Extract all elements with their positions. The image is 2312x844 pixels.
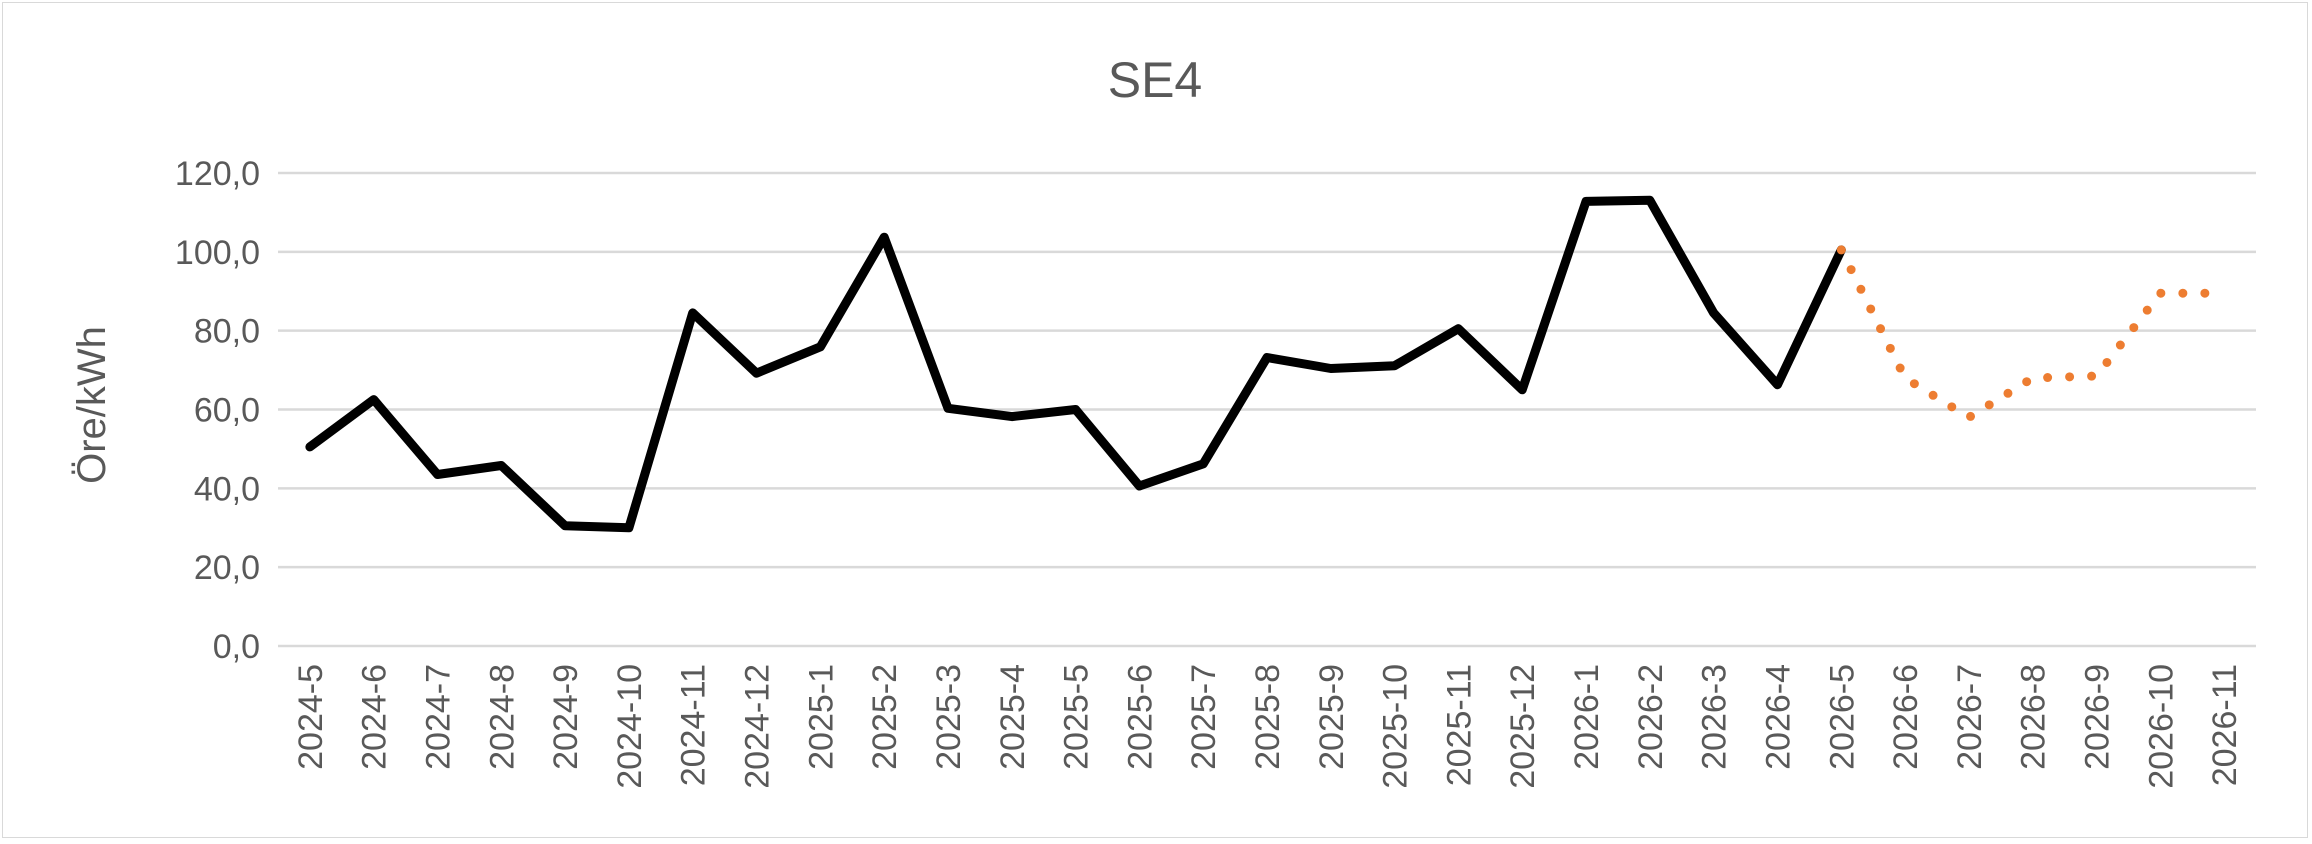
x-tick-label: 2024-9 [547, 664, 585, 770]
x-tick-label: 2026-3 [1696, 664, 1734, 770]
actual-series-line [305, 195, 1846, 533]
x-tick-label: 2026-7 [1951, 664, 1989, 770]
data-point [2222, 291, 2226, 295]
x-tick-label: 2024-12 [739, 664, 777, 789]
x-tick-label: 2025-12 [1504, 664, 1542, 789]
data-point [1201, 462, 1205, 466]
gridlines [278, 171, 2256, 648]
data-point [372, 398, 376, 402]
data-point [308, 445, 312, 449]
x-tick-label: 2024-8 [483, 664, 521, 770]
y-tick-label: 80,0 [194, 313, 260, 351]
data-point [1010, 415, 1014, 419]
x-tick-label: 2026-4 [1759, 664, 1797, 770]
data-point [1775, 383, 1779, 387]
x-tick-label: 2025-8 [1249, 664, 1287, 770]
data-point [1329, 367, 1333, 371]
series-layer [305, 195, 2229, 533]
y-axis-ticks: 0,0 20,0 40,0 60,0 80,0 100,0 120,0 [175, 155, 260, 666]
x-tick-label: 2024-7 [420, 664, 458, 770]
forecast-series-line [1836, 245, 2229, 422]
x-tick-label: 2025-3 [930, 664, 968, 770]
x-tick-label: 2024-11 [675, 664, 713, 786]
data-point [1265, 355, 1269, 359]
x-tick-label: 2026-10 [2142, 664, 2180, 789]
x-tick-label: 2025-5 [1058, 664, 1096, 770]
data-point [2094, 374, 2098, 378]
data-point [1903, 376, 1907, 380]
y-tick-label: 120,0 [175, 155, 260, 193]
y-tick-label: 40,0 [194, 470, 260, 508]
y-tick-label: 0,0 [213, 628, 260, 666]
x-tick-label: 2025-2 [866, 664, 904, 770]
data-point [1839, 248, 1843, 252]
x-tick-label: 2024-5 [292, 664, 330, 770]
x-tick-label: 2025-6 [1121, 664, 1159, 770]
data-point [1520, 388, 1524, 392]
y-tick-label: 20,0 [194, 549, 260, 587]
y-tick-label: 100,0 [175, 234, 260, 272]
x-tick-label: 2026-1 [1568, 664, 1606, 770]
data-point [627, 526, 631, 530]
y-axis-title: Öre/kWh [70, 326, 114, 484]
data-point [946, 406, 950, 410]
x-tick-label: 2025-1 [802, 664, 840, 770]
x-tick-label: 2026-2 [1632, 664, 1670, 770]
data-point [1584, 199, 1588, 203]
x-tick-label: 2025-9 [1313, 664, 1351, 770]
data-point [2158, 291, 2162, 295]
x-tick-label: 2026-5 [1823, 664, 1861, 770]
data-point [2031, 376, 2035, 380]
y-tick-label: 60,0 [194, 392, 260, 430]
x-tick-label: 2026-9 [2078, 664, 2116, 770]
data-point [882, 235, 886, 239]
x-tick-label: 2026-11 [2206, 664, 2244, 786]
x-tick-label: 2026-8 [2015, 664, 2053, 770]
x-tick-label: 2025-11 [1440, 664, 1478, 786]
x-tick-label: 2025-4 [994, 664, 1032, 770]
x-tick-label: 2026-6 [1887, 664, 1925, 770]
data-point [1712, 311, 1716, 315]
data-point [755, 371, 759, 375]
data-point [436, 473, 440, 477]
data-point [499, 463, 503, 467]
data-point [1648, 198, 1652, 202]
data-point [1456, 327, 1460, 331]
data-point [1967, 415, 1971, 419]
data-point [691, 311, 695, 315]
x-tick-label: 2025-7 [1185, 664, 1223, 770]
x-tick-label: 2024-6 [356, 664, 394, 770]
data-point [818, 345, 822, 349]
x-axis-ticks: 2024-5 2024-6 2024-7 2024-8 2024-9 2024-10 202… [292, 664, 2244, 789]
chart-title: SE4 [1108, 52, 1203, 108]
x-tick-label: 2025-10 [1377, 664, 1415, 789]
data-point [563, 524, 567, 528]
data-point [1074, 408, 1078, 412]
data-point [1393, 364, 1397, 368]
data-point [1137, 484, 1141, 488]
line-chart: SE4 Öre/kWh 0,0 20,0 40,0 60,0 80,0 100,0 120,… [70, 52, 2256, 789]
x-tick-label: 2024-10 [611, 664, 649, 789]
